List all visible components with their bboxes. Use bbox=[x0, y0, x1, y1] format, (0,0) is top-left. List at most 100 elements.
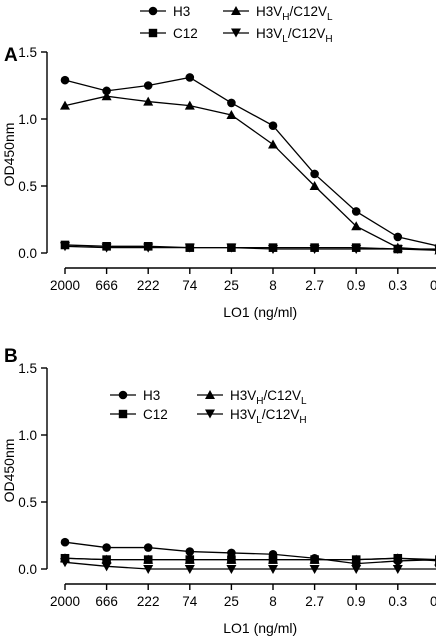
panel-a-x-tick-label: 25 bbox=[224, 278, 239, 293]
legend-b-h3vl-marker bbox=[205, 409, 215, 419]
panel-b-series-3-point bbox=[392, 565, 403, 574]
legend-b-c12-label: C12 bbox=[143, 407, 168, 422]
panel-b-series-3-point bbox=[184, 565, 195, 574]
panel-a-series-1-line bbox=[64, 244, 436, 250]
panel-b-series-3-point bbox=[351, 565, 362, 574]
panel-a-x-tick-label: 74 bbox=[182, 278, 198, 293]
panel-a-series-2-point bbox=[226, 109, 237, 119]
panel-b-series-2-point bbox=[226, 554, 237, 564]
panel-a-series-0-point bbox=[268, 121, 278, 130]
panel-b-series-0-line bbox=[64, 541, 436, 565]
panel-a-series-0-point bbox=[102, 86, 111, 96]
panel-b-x-tick-label: 0.1 bbox=[430, 594, 436, 609]
panel-a-series-3-point bbox=[351, 244, 362, 254]
panel-a-series-2-point bbox=[101, 91, 112, 101]
legend-b-c12-marker bbox=[118, 409, 128, 419]
panel-b-series-0-point bbox=[60, 537, 70, 547]
panel-a-x-tick-label: 222 bbox=[137, 278, 160, 293]
panel-b-y-axis-title: OD450nm bbox=[1, 439, 17, 503]
panel-b-x-tick-label: 2.7 bbox=[305, 594, 324, 609]
panel-b-series-3-line bbox=[64, 561, 436, 570]
panel-b-x-tick-label: 74 bbox=[182, 594, 198, 609]
panel-a-series-2-point bbox=[268, 139, 278, 149]
panel-b-series-0-point bbox=[227, 548, 236, 558]
panel-b-series-3-point bbox=[309, 565, 320, 574]
legend-a-h3vl-label: H3VL/C12VH bbox=[256, 26, 333, 45]
panel-b-series-0-point bbox=[143, 543, 153, 552]
legend-b-h3vl-label: H3VL/C12VH bbox=[230, 407, 307, 426]
panel-a-y-axis-title: OD450nm bbox=[1, 123, 17, 187]
panel-a-x-tick-label: 2000 bbox=[50, 278, 80, 293]
panel-a-y-tick-label: 1.5 bbox=[18, 45, 37, 60]
panel-a-series-3-point bbox=[392, 244, 403, 254]
legend-b-h3vh-marker bbox=[205, 390, 215, 399]
panel-b-label: B bbox=[4, 346, 18, 367]
panel-b-series-2-point bbox=[101, 554, 112, 564]
panel-a-x-tick-label: 0.1 bbox=[430, 278, 436, 293]
panel-b-x-tick-label: 25 bbox=[224, 594, 239, 609]
panel-a-series-2-line bbox=[64, 95, 436, 251]
panel-b-series-3-point bbox=[226, 565, 237, 574]
panel-a-x-tick-label: 0.3 bbox=[388, 278, 407, 293]
legend-a-h3vl-marker bbox=[231, 28, 241, 38]
panel-b-series-2-point bbox=[143, 554, 154, 564]
legend-a-h3vh-label: H3VH/C12VL bbox=[256, 4, 333, 23]
panel-a-series-0-line bbox=[64, 76, 436, 247]
panel-b-y-tick-label: 1.0 bbox=[18, 428, 37, 443]
panel-b-x-tick-label: 8 bbox=[269, 594, 277, 609]
panel-a: A 0.0 0.5 1.0 1.5 OD450nm 2000 666 222 74 25 8 2.7 0.… bbox=[1, 45, 436, 320]
panel-b-series-2-point bbox=[268, 554, 278, 564]
panel-a-series-0-point bbox=[60, 75, 70, 85]
panel-a-series-3-point bbox=[143, 243, 154, 253]
panel-a-series-3-point bbox=[268, 244, 278, 254]
panel-b-y-tick-label: 1.5 bbox=[18, 361, 37, 376]
panel-b: B 0.0 0.5 1.0 1.5 OD450nm 2000 666 222 74 25 8 2.7 0.… bbox=[1, 346, 436, 636]
panel-b-series-2-line bbox=[64, 557, 436, 562]
panel-a-series-2-point bbox=[143, 96, 154, 106]
legend-b-h3vh-label: H3VH/C12VL bbox=[230, 388, 307, 407]
panel-b-x-tick-label: 0.9 bbox=[347, 594, 366, 609]
panel-a-series-0-point bbox=[393, 232, 403, 242]
panel-a-series-3-point bbox=[60, 242, 70, 252]
panel-a-x-tick-label: 666 bbox=[95, 278, 118, 293]
legend-a-c12-marker bbox=[148, 28, 158, 38]
legend-b-h3-label: H3 bbox=[143, 388, 160, 403]
legend-a-h3-marker bbox=[148, 6, 158, 16]
legend-b: H3 C12 H3VH/C12VL H3VL/C12VH bbox=[110, 388, 307, 426]
panel-b-x-tick-label: 222 bbox=[137, 594, 160, 609]
panel-a-x-axis-title: LO1 (ng/ml) bbox=[223, 304, 297, 320]
panel-a-x-tick-label: 2.7 bbox=[305, 278, 324, 293]
panel-a-series-0-point bbox=[227, 98, 236, 108]
panel-a-y-tick-label: 0.5 bbox=[18, 179, 37, 194]
panel-a-x-tick-label: 8 bbox=[269, 278, 277, 293]
panel-a-series-0-point bbox=[310, 169, 319, 179]
legend-a-c12-label: C12 bbox=[173, 26, 198, 41]
panel-b-series-2-point bbox=[392, 553, 403, 563]
panel-b-series-3-point bbox=[101, 562, 112, 572]
panel-a-series-0-point bbox=[185, 73, 195, 82]
panel-b-series-2-point bbox=[309, 554, 320, 564]
panel-b-x-axis-title: LO1 (ng/ml) bbox=[223, 620, 297, 636]
panel-b-series-0-point bbox=[102, 543, 111, 552]
panel-b-series-3-point bbox=[268, 565, 278, 574]
panel-a-series-3-line bbox=[64, 245, 436, 251]
panel-b-x-tick-label: 666 bbox=[95, 594, 118, 609]
panel-b-series-2-point bbox=[351, 554, 362, 564]
panel-a-series-3-point bbox=[101, 243, 112, 253]
panel-b-x-tick-label: 2000 bbox=[50, 594, 80, 609]
panel-b-series-3-point bbox=[143, 565, 154, 574]
panel-a-series-0-point bbox=[351, 207, 361, 216]
panel-a-series-2-point bbox=[309, 181, 320, 190]
panel-b-y-tick-label: 0.0 bbox=[18, 562, 37, 577]
legend-b-h3-marker bbox=[118, 390, 128, 400]
panel-b-series-0-point bbox=[185, 547, 195, 556]
panel-a-series-2-point bbox=[351, 221, 362, 231]
panel-a-y-tick-label: 1.0 bbox=[18, 112, 37, 127]
panel-b-y-tick-label: 0.5 bbox=[18, 495, 37, 510]
panel-a-series-2-point bbox=[60, 100, 70, 110]
panel-a-series-0-point bbox=[143, 81, 153, 90]
legend-a-h3-label: H3 bbox=[173, 4, 190, 19]
panel-a-x-tick-label: 0.9 bbox=[347, 278, 366, 293]
panel-a-series-3-point bbox=[309, 244, 320, 254]
